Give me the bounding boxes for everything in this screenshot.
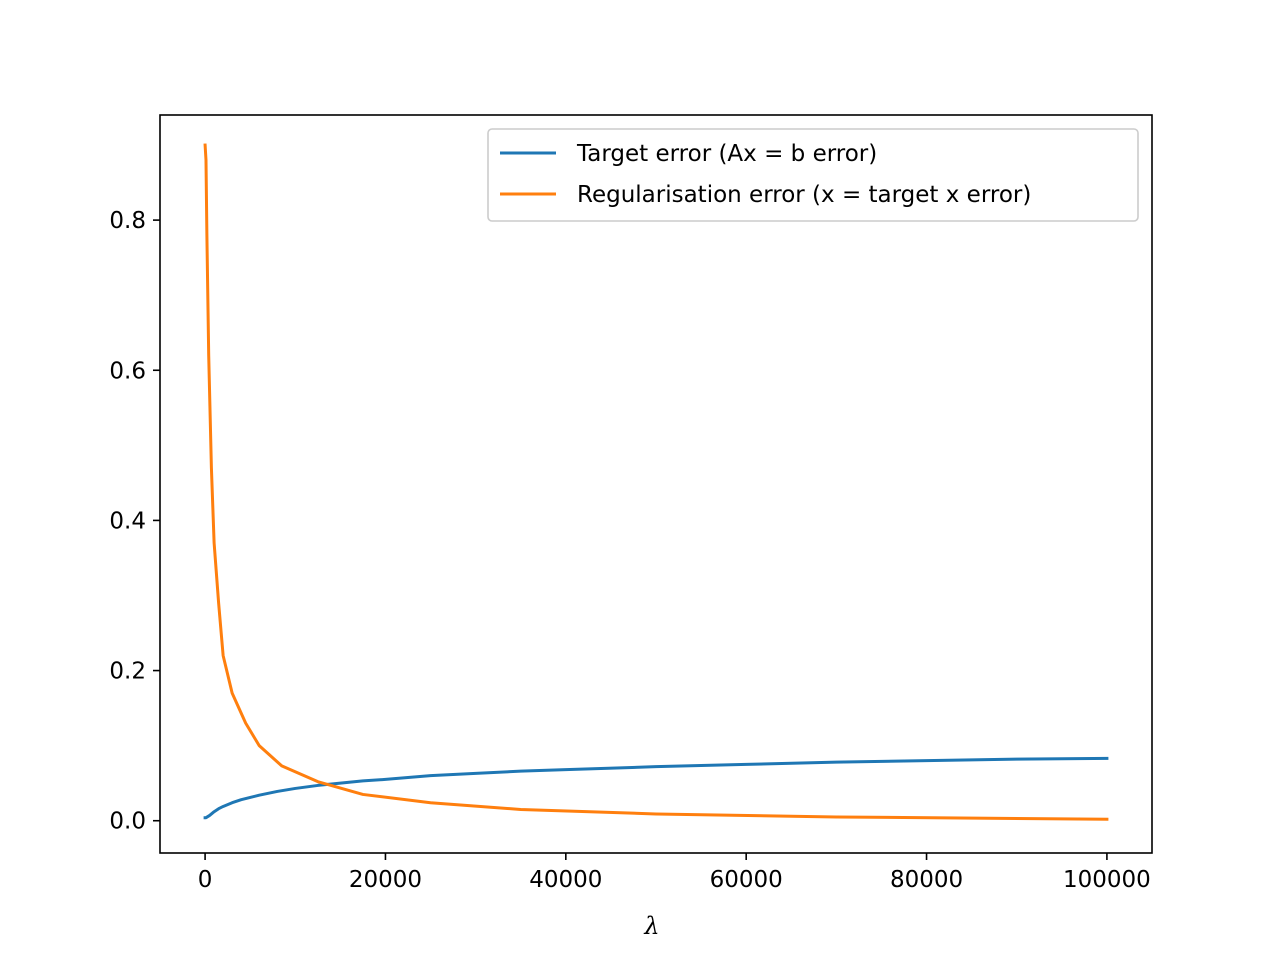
y-tick-label: 0.0 xyxy=(109,809,146,835)
y-tick-label: 0.4 xyxy=(109,508,146,534)
legend-label-0: Target error (Ax = b error) xyxy=(576,141,877,167)
x-tick-label: 20000 xyxy=(349,867,422,893)
legend: Target error (Ax = b error) Regularisatio… xyxy=(487,128,1139,222)
y-tick-label: 0.6 xyxy=(109,358,146,384)
x-tick-label: 80000 xyxy=(890,867,963,893)
y-tick-label: 0.8 xyxy=(109,208,146,234)
legend-box xyxy=(487,128,1139,222)
plot-area xyxy=(203,143,1109,821)
x-tick-label: 40000 xyxy=(529,867,602,893)
plot-frame xyxy=(159,114,1153,854)
y-tick-label: 0.2 xyxy=(109,659,146,685)
x-axis-label: λ xyxy=(643,912,659,940)
x-tick-label: 60000 xyxy=(710,867,783,893)
x-tick-label: 0 xyxy=(198,867,213,893)
axes: 0 20000 40000 60000 80000 100000 0.0 0.2 0.4 0.6 0… xyxy=(109,114,1153,940)
x-tick-label: 100000 xyxy=(1063,867,1151,893)
series-line-1 xyxy=(203,143,1109,821)
legend-label-1: Regularisation error (x = target x error… xyxy=(577,182,1031,208)
